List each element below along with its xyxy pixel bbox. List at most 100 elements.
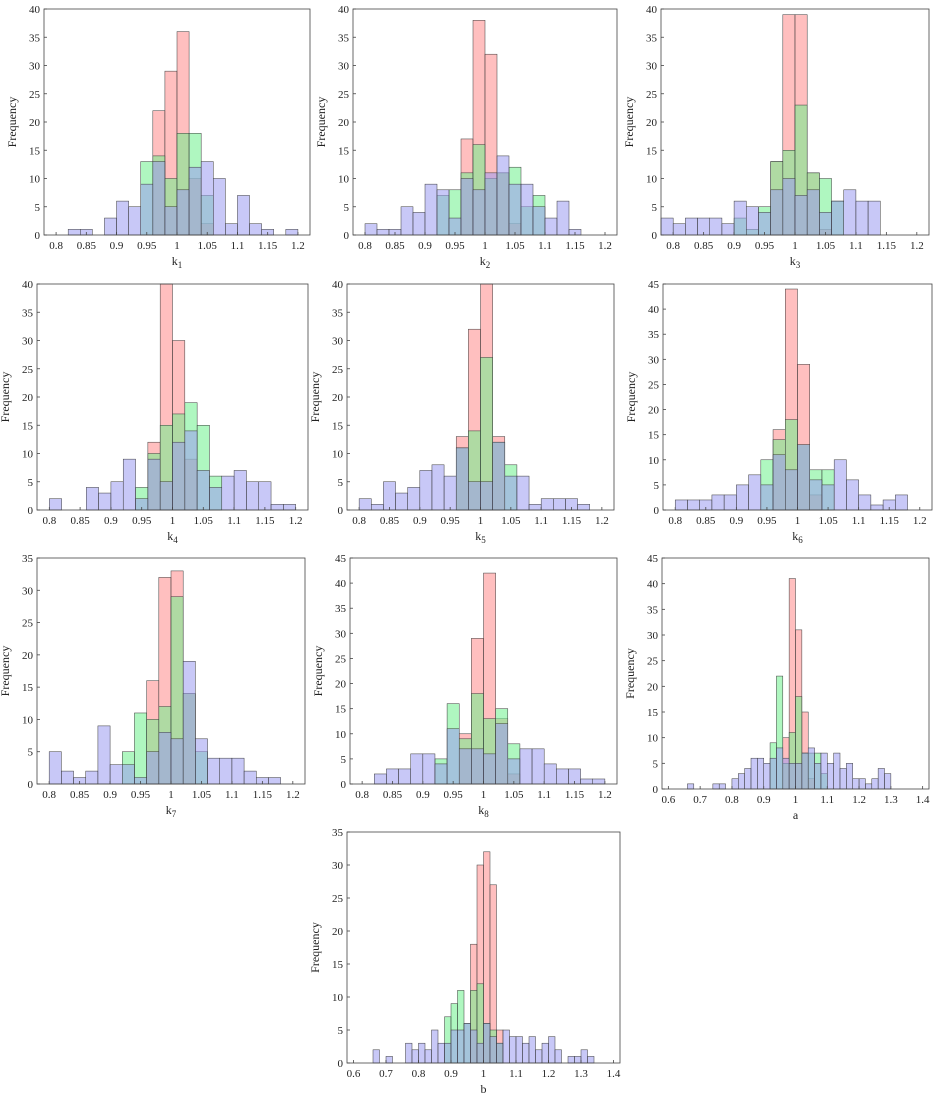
y-tick-label: 20 bbox=[29, 117, 41, 129]
histogram-bar bbox=[507, 758, 521, 785]
y-tick-label: 0 bbox=[341, 779, 347, 791]
x-tick-label: 0.8 bbox=[725, 794, 739, 806]
y-tick-label: 0 bbox=[338, 505, 344, 517]
x-tick-label: 1.3 bbox=[884, 794, 898, 806]
x-tick-label: 1.15 bbox=[255, 515, 275, 527]
histogram-bar bbox=[541, 1042, 549, 1064]
histogram-bar bbox=[788, 763, 796, 790]
x-tick-label: 0.9 bbox=[418, 240, 432, 252]
histogram-bar bbox=[577, 504, 590, 511]
y-tick-label: 10 bbox=[332, 449, 344, 461]
histogram-bar bbox=[516, 475, 530, 511]
x-tick-label: 1.15 bbox=[877, 240, 897, 252]
y-tick-label: 40 bbox=[22, 279, 34, 291]
y-tick-label: 20 bbox=[332, 392, 344, 404]
x-axis-label: b bbox=[481, 1082, 487, 1095]
histogram-bar bbox=[492, 441, 506, 511]
histogram-k6: 0.8 0.85 0.9 0.95 1 1.05 1.1 1.15 1.2 0 5 10 15 20 25 3… bbox=[624, 279, 933, 545]
histogram-bar bbox=[195, 738, 208, 785]
histogram-bar bbox=[436, 189, 450, 236]
y-tick-label: 30 bbox=[646, 61, 658, 73]
x-tick-label: 1 bbox=[170, 515, 176, 527]
histogram-bar bbox=[270, 504, 284, 511]
histogram-bar bbox=[372, 1049, 380, 1064]
y-tick-label: 30 bbox=[29, 61, 41, 73]
y-tick-label: 0 bbox=[28, 505, 34, 517]
histogram-bar bbox=[520, 183, 534, 236]
y-tick-label: 20 bbox=[647, 681, 659, 693]
histogram-bar bbox=[852, 778, 860, 790]
y-tick-label: 40 bbox=[29, 4, 41, 16]
histogram-bar bbox=[411, 1049, 419, 1064]
x-tick-label: 1.2 bbox=[595, 515, 609, 527]
histogram-bar bbox=[757, 757, 764, 790]
y-tick-label: 15 bbox=[338, 145, 350, 157]
x-tick-label: 1.15 bbox=[565, 240, 585, 252]
histogram-bar bbox=[468, 481, 481, 511]
x-tick-label: 1.2 bbox=[291, 240, 305, 252]
y-tick-label: 30 bbox=[338, 61, 350, 73]
y-tick-label: 0 bbox=[28, 779, 34, 791]
histogram-bar bbox=[895, 494, 908, 511]
y-tick-label: 20 bbox=[338, 117, 350, 129]
x-tick-label: 1.05 bbox=[501, 515, 521, 527]
y-tick-label: 10 bbox=[646, 174, 658, 186]
histogram-bar bbox=[434, 763, 448, 785]
x-tick-label: 1.1 bbox=[225, 789, 239, 801]
histogram-bar bbox=[431, 1029, 439, 1064]
histogram-bar bbox=[782, 757, 790, 790]
x-tick-label: 1 bbox=[795, 515, 801, 527]
y-tick-label: 15 bbox=[335, 704, 347, 716]
histogram-bar bbox=[723, 494, 737, 511]
histogram-bar bbox=[358, 498, 372, 511]
histogram-bar bbox=[61, 770, 74, 785]
histogram-bar bbox=[48, 751, 62, 785]
histogram-bar bbox=[110, 481, 124, 511]
x-tick-label: 1.1 bbox=[537, 789, 551, 801]
y-tick-label: 35 bbox=[647, 604, 659, 616]
y-tick-label: 15 bbox=[29, 145, 41, 157]
histogram-bar bbox=[772, 454, 786, 511]
histogram-bar bbox=[877, 768, 885, 790]
histogram-bar bbox=[200, 161, 214, 236]
x-tick-label: 1.05 bbox=[198, 240, 218, 252]
y-tick-label: 15 bbox=[648, 430, 660, 442]
histogram-bar bbox=[472, 189, 486, 236]
histogram-bar bbox=[827, 763, 834, 790]
histogram-bar bbox=[431, 464, 445, 511]
x-tick-label: 1.2 bbox=[598, 240, 612, 252]
y-tick-label: 45 bbox=[648, 279, 660, 291]
x-tick-label: 1.15 bbox=[253, 789, 273, 801]
y-tick-label: 35 bbox=[22, 307, 34, 319]
histogram-bar bbox=[587, 1056, 595, 1064]
y-tick-label: 5 bbox=[653, 758, 659, 770]
histogram-bar bbox=[820, 752, 828, 790]
histogram-bar bbox=[712, 783, 720, 790]
series-3 bbox=[687, 747, 892, 790]
histogram-bar bbox=[225, 223, 238, 236]
y-tick-label: 15 bbox=[332, 420, 344, 432]
x-tick-label: 0.95 bbox=[755, 240, 775, 252]
x-tick-label: 0.95 bbox=[445, 240, 465, 252]
histogram-bar bbox=[758, 212, 771, 236]
x-tick-label: 1.15 bbox=[562, 515, 582, 527]
y-tick-label: 0 bbox=[652, 230, 658, 242]
histogram-bar bbox=[383, 481, 396, 511]
y-tick-label: 30 bbox=[22, 336, 34, 348]
y-tick-label: 25 bbox=[332, 893, 344, 905]
histogram-bar bbox=[738, 773, 745, 790]
histogram-bar bbox=[176, 189, 190, 236]
histogram-bar bbox=[522, 1042, 530, 1064]
x-tick-label: 1.1 bbox=[227, 515, 241, 527]
histogram-bar bbox=[480, 481, 493, 511]
x-axis-label: k2 bbox=[480, 254, 491, 270]
histogram-bar bbox=[140, 183, 154, 236]
y-tick-label: 5 bbox=[341, 754, 347, 766]
histogram-bar bbox=[846, 763, 853, 790]
histogram-bar bbox=[528, 504, 542, 511]
x-axis-label: k1 bbox=[172, 254, 183, 270]
histogram-bar bbox=[687, 499, 700, 511]
x-tick-label: 0.95 bbox=[137, 240, 157, 252]
y-tick-label: 35 bbox=[648, 329, 660, 341]
